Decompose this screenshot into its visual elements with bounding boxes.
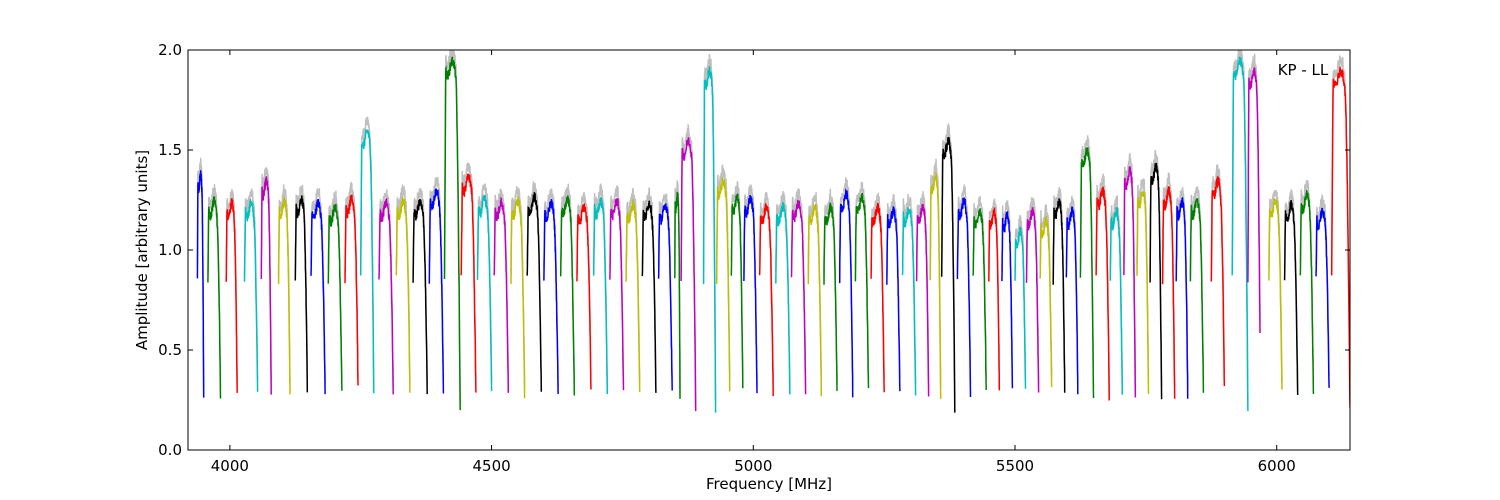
series-line-39 [823,202,838,391]
series-line-58 [1095,186,1110,401]
series-line-59 [1109,206,1124,395]
series-line-63 [1161,186,1176,399]
series-line-36 [775,201,791,395]
x-axis: 4000 4500 5000 5500 6000 [211,50,1296,475]
series-line-26 [625,197,641,393]
series-line-35 [758,203,774,397]
series-line-54 [1039,216,1053,388]
series-line-73 [1330,66,1350,408]
series-line-46 [929,172,942,399]
x-tick-label: 5000 [734,457,772,475]
series-line-48 [956,197,972,398]
series-line-23 [576,203,592,390]
series-line-72 [1315,207,1330,388]
series-line-6 [294,195,309,393]
series-line-8 [327,203,343,391]
series-line-18 [493,196,510,393]
series-line-21 [543,198,559,395]
x-tick-label: 4000 [211,457,249,475]
series-line-57 [1079,147,1095,399]
series-line-44 [901,207,917,396]
series-line-27 [641,200,657,393]
series-line-64 [1175,196,1189,399]
series-line-66 [1210,176,1226,387]
series-line-1 [207,196,222,399]
series-line-14 [428,188,445,394]
series-line-70 [1283,199,1299,396]
x-axis-label: Frequency [MHz] [706,475,832,493]
series-line-13 [412,198,428,395]
series-line-60 [1123,166,1137,398]
series-line-7 [310,198,326,395]
annotation-label: KP - LL [1278,61,1329,79]
series-line-49 [972,208,987,391]
series-line-56 [1065,206,1079,395]
series-line-29 [674,191,681,399]
x-tick-label: 4500 [472,457,510,475]
series-line-53 [1025,207,1040,393]
series-line-55 [1052,198,1066,393]
series-line-34 [743,194,758,394]
series-line-16 [460,173,477,393]
series-line-2 [225,198,238,393]
series-line-17 [476,194,493,392]
series-line-19 [510,196,526,399]
series-line-45 [915,203,930,397]
y-axis: 0.0 0.5 1.0 1.5 2.0 [158,41,1350,459]
series-line-33 [730,193,744,389]
series-line-5 [277,197,291,395]
series-line-20 [526,192,543,392]
series-line-11 [378,198,394,395]
series-line-40 [838,188,854,398]
y-tick-label: 1.5 [158,141,182,159]
series-layer [196,56,1350,413]
series-line-61 [1136,190,1150,394]
series-line-12 [395,197,411,393]
y-tick-label: 1.0 [158,241,182,259]
y-tick-label: 2.0 [158,41,182,59]
series-line-71 [1299,190,1315,395]
y-axis-label: Amplitude [arbitrary units] [133,150,151,350]
series-line-67 [1231,56,1249,412]
series-line-3 [243,199,259,392]
series-line-51 [1001,211,1014,389]
series-line-41 [854,192,870,389]
series-line-9 [344,194,359,386]
series-line-25 [609,198,625,391]
series-line-42 [870,202,885,393]
series-line-68 [1247,67,1261,334]
series-line-15 [443,56,461,411]
series-line-50 [988,207,1001,391]
series-line-10 [359,129,375,394]
series-line-30 [680,137,697,412]
series-line-69 [1268,198,1283,390]
series-line-22 [559,195,576,396]
series-line-31 [702,66,717,413]
x-tick-label: 5500 [996,457,1034,475]
series-line-43 [886,206,901,392]
series-line-52 [1014,226,1027,389]
y-tick-label: 0.5 [158,341,182,359]
x-tick-label: 6000 [1258,457,1296,475]
series-line-28 [657,203,673,391]
series-line-65 [1189,198,1205,393]
series-line-38 [807,203,823,397]
series-line-0 [196,170,205,398]
series-line-62 [1149,162,1163,400]
series-line-37 [790,200,807,395]
y-tick-label: 0.0 [158,441,182,459]
series-line-47 [940,136,956,413]
series-line-24 [592,197,609,395]
series-line-32 [715,177,731,392]
series-line-4 [260,176,272,395]
